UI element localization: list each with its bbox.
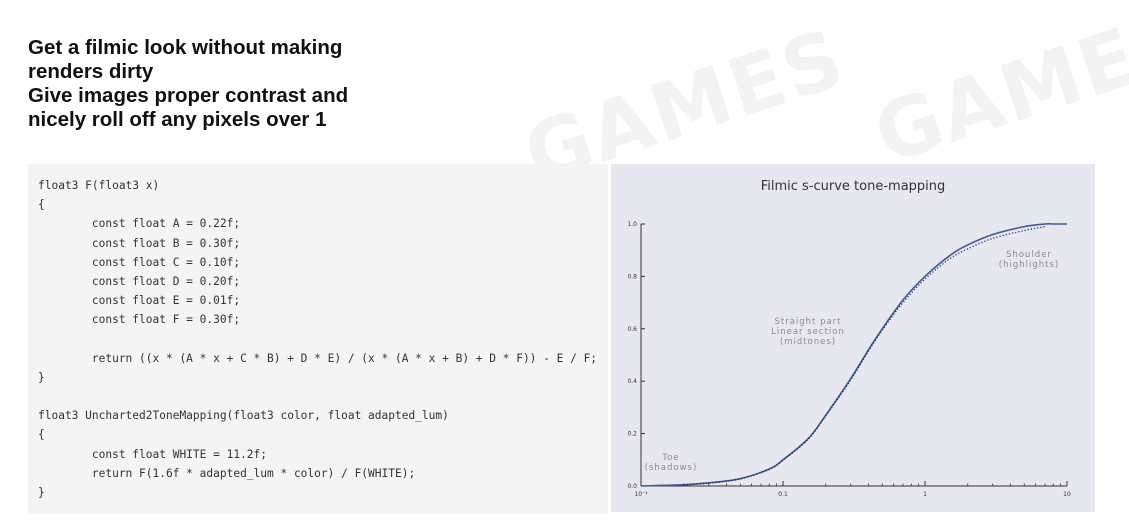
code-line: const float E = 0.01f; [38,294,241,308]
headline-line: Get a filmic look without making [28,36,343,59]
code-line: } [38,370,45,384]
code-line: return ((x * (A * x + C * B) + D * E) / … [38,351,598,365]
chart-annotation: (highlights) [999,260,1059,270]
code-line: float3 Uncharted2ToneMapping(float3 colo… [38,409,449,423]
dotted-reference-curve [683,225,1046,486]
headline-line: renders dirty [28,60,154,83]
code-line: { [38,198,45,212]
headline-line: nicely roll off any pixels over 1 [28,108,327,131]
chart-annotation: Straight part [774,317,841,327]
y-tick-label: 0.2 [627,431,637,438]
x-tick-label: 10⁻² [634,491,648,498]
x-tick-label: 1 [923,491,927,498]
code-block: float3 F(float3 x) { const float A = 0.2… [28,164,608,514]
y-tick-label: 0.4 [627,378,637,385]
code-line: const float A = 0.22f; [38,217,241,231]
code-line [38,330,608,349]
watermark: GAMES [863,0,1129,182]
chart-annotation: Toe [661,453,679,463]
code-line: return F(1.6f * adapted_lum * color) / F… [38,466,416,480]
y-tick-label: 1.0 [627,221,637,228]
chart-annotation: Shoulder [1006,250,1052,260]
x-tick-label: 0.1 [778,491,788,498]
chart-annotation: (midtones) [780,337,836,347]
code-line: const float B = 0.30f; [38,236,241,250]
chart-annotation: Linear section [771,327,845,337]
tone-mapping-curve [640,223,1067,487]
code-line: const float C = 0.10f; [38,255,241,269]
tone-curve-chart: Filmic s-curve tone-mapping 0.0 0.2 0.4 0.6… [627,179,1071,498]
chart-panel: Filmic s-curve tone-mapping 0.0 0.2 0.4 0.6… [611,164,1095,512]
code-line: const float D = 0.20f; [38,274,241,288]
x-tick-label: 10 [1063,491,1071,498]
code-line: float3 F(float3 x) [38,179,160,192]
chart-annotation: (shadows) [645,463,698,473]
code-line: } [38,486,45,499]
y-tick-label: 0.8 [627,273,637,280]
code-line: const float F = 0.30f; [38,313,241,327]
code-line: const float WHITE = 11.2f; [38,447,268,461]
headline-line: Give images proper contrast and [28,84,349,107]
code-line: { [38,428,45,442]
y-tick-label: 0.6 [627,326,637,333]
headline: Get a filmic look without making renders… [28,36,588,132]
chart-title: Filmic s-curve tone-mapping [761,179,946,194]
y-tick-label: 0.0 [627,483,637,490]
code-line [38,387,608,406]
